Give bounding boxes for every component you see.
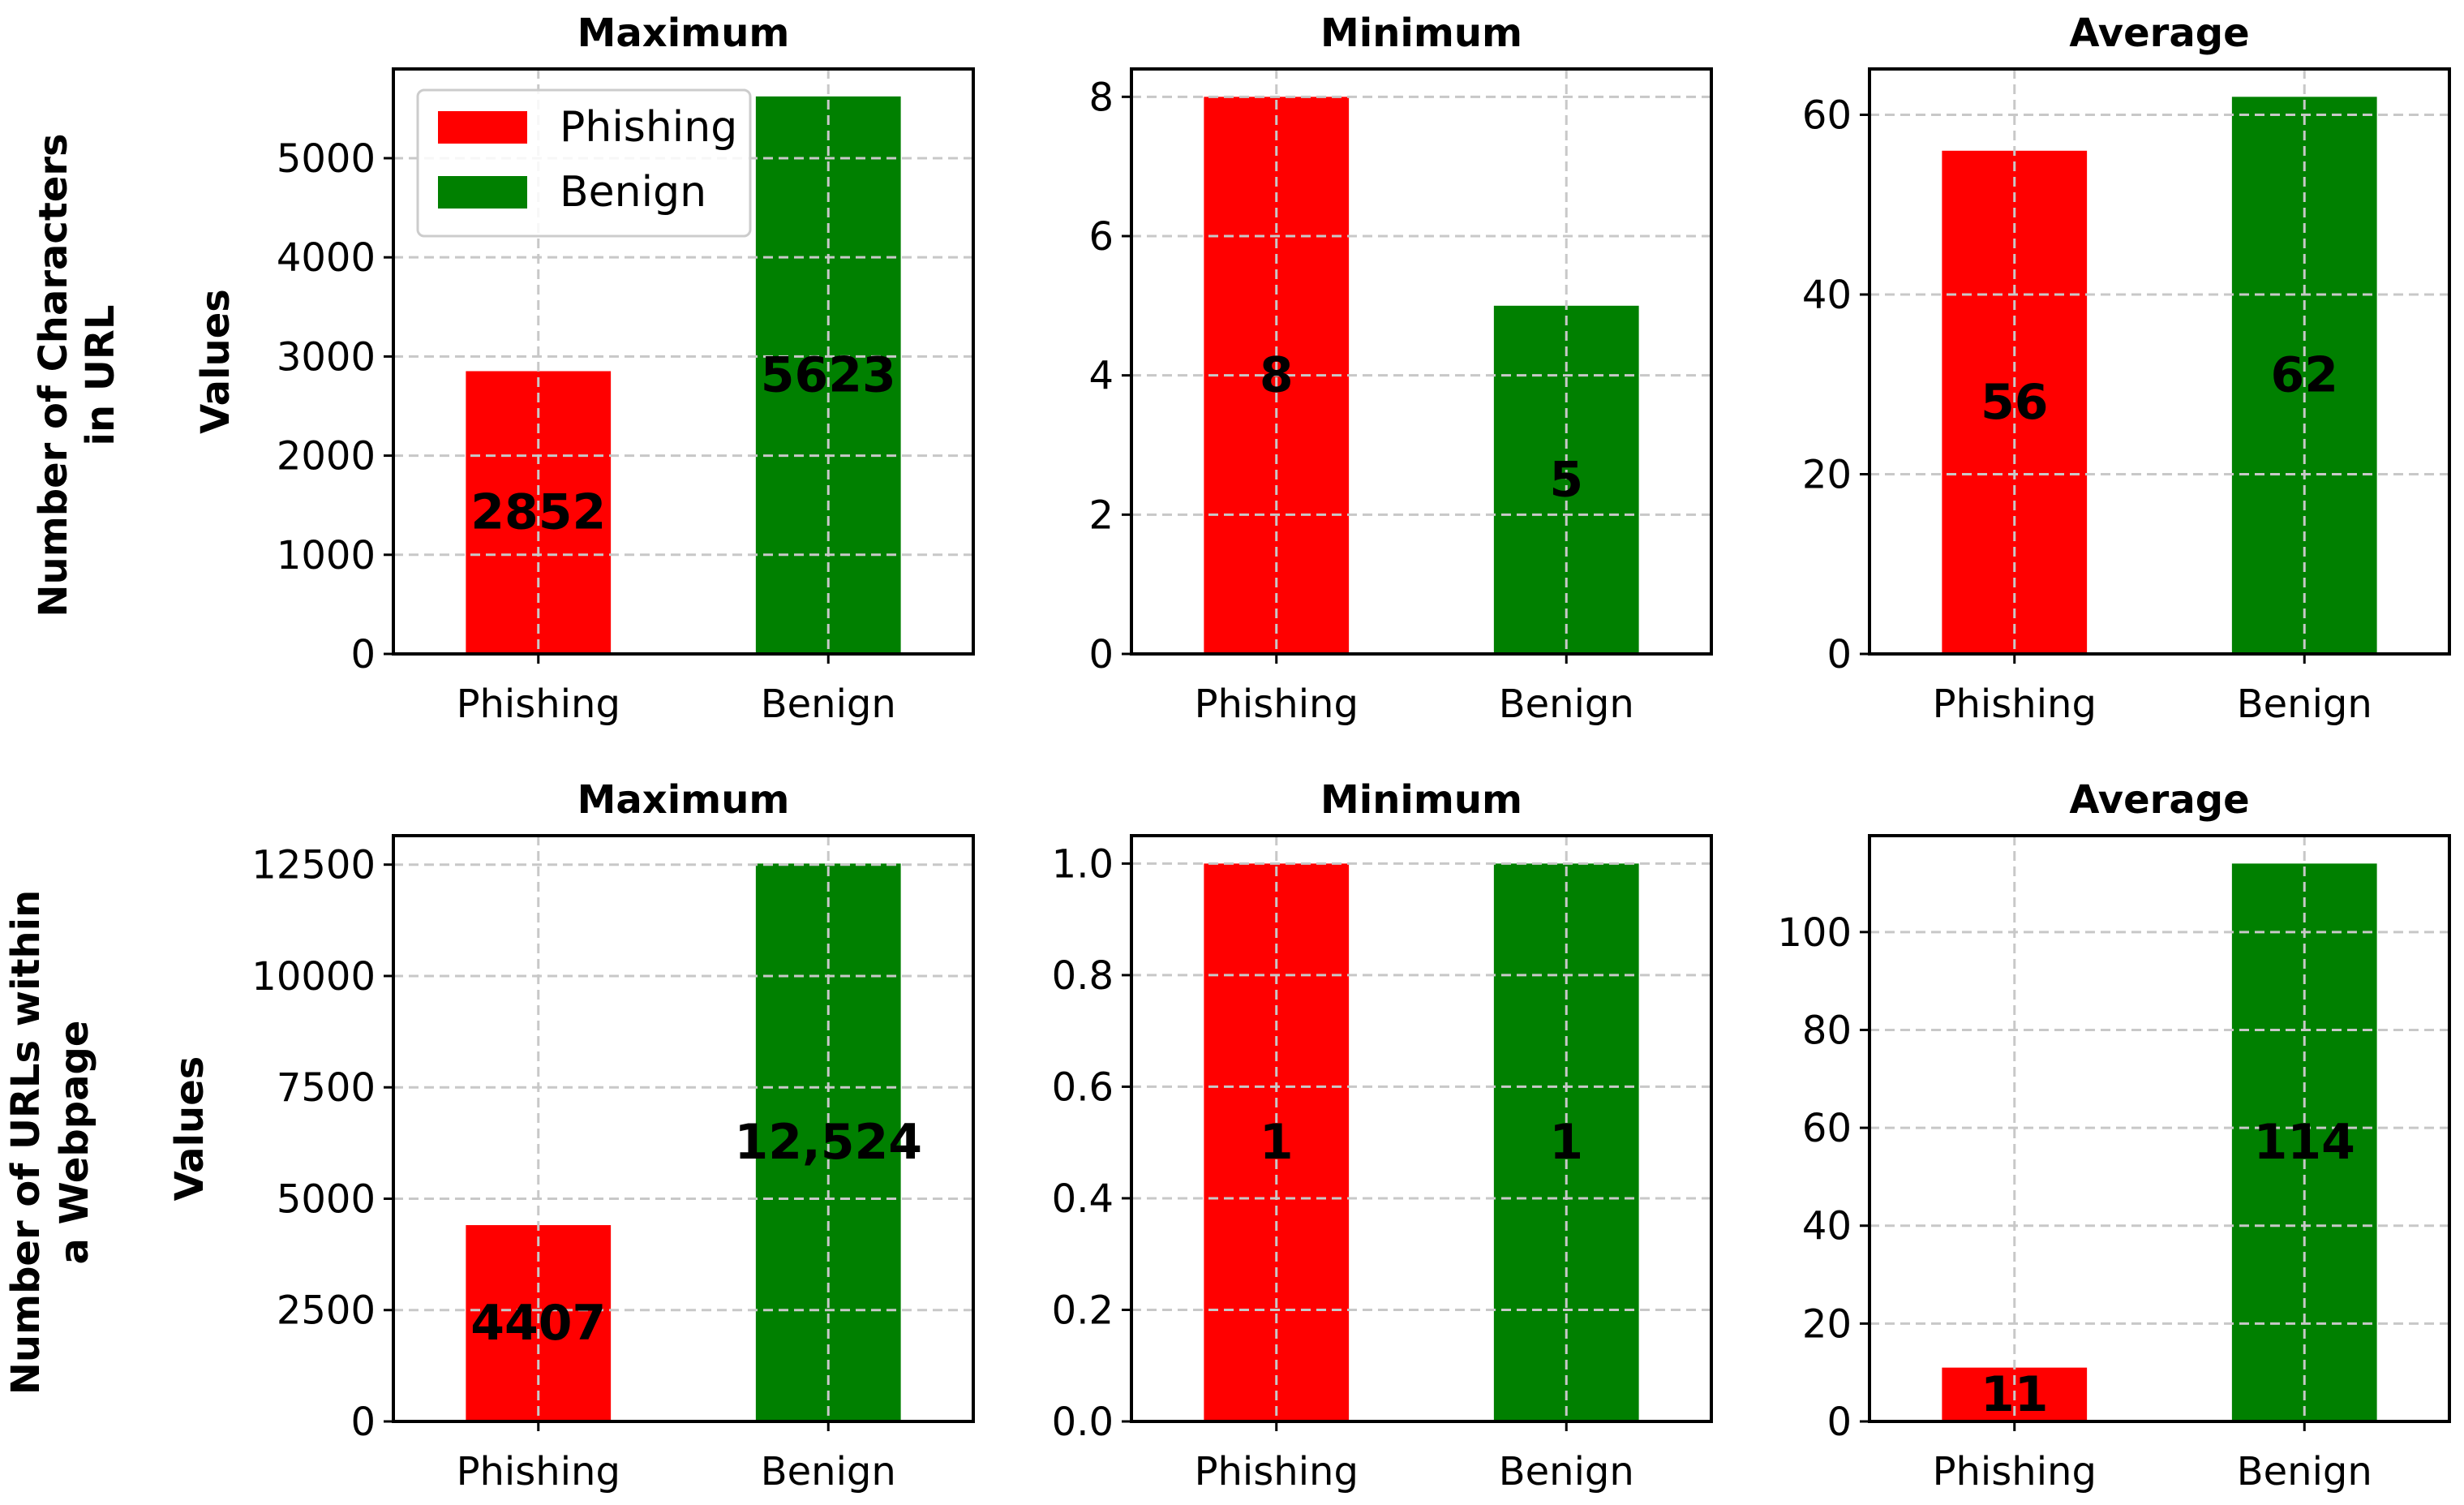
y-tick-label: 0 [1827,632,1852,677]
bar-value-label: 1 [1549,1114,1583,1171]
y-tick-label: 40 [1802,273,1852,318]
bar-value-label: 5623 [761,346,896,403]
x-tick-label: Phishing [1933,682,2097,727]
panel-title: Average [2069,11,2249,56]
x-tick-label: Benign [2237,682,2372,727]
y-tick-label: 1.0 [1052,841,1114,887]
bar-value-label: 56 [1981,374,2049,431]
row-label: in URL [78,305,123,446]
chart-panel: Average 56 62 0 20 40 60 Phishing Benign [1802,11,2451,727]
y-tick-label: 7500 [277,1065,376,1111]
y-tick-label: 12500 [251,843,376,888]
bar-value-label: 12,524 [734,1114,922,1171]
chart-panel: Average 11 114 0 20 40 60 80 100 Phishing Benign [1777,777,2451,1494]
panel-title: Minimum [1320,11,1522,56]
y-tick-label: 6 [1088,214,1114,260]
chart-panel: Maximum 2852 5623 0 1000 2000 3000 4000 5000 Phis… [193,11,975,727]
chart-panel: Minimum 1 1 0.0 0.2 0.4 0.6 0.8 1.0 Phishing Benig… [1052,777,1713,1494]
y-axis-label: Values [167,1056,212,1202]
row-label: a Webpage [52,1021,97,1265]
axes-frame [1868,67,2451,656]
axes-frame [1130,834,1713,1423]
y-tick-label: 2500 [277,1288,376,1334]
y-tick-label: 0 [350,1400,376,1445]
y-tick-label: 100 [1777,910,1852,956]
legend: Phishing Benign [416,88,752,238]
bar [1204,863,1350,1421]
y-tick-label: 8 [1088,75,1114,120]
y-tick-label: 4 [1088,354,1114,399]
legend-label: Benign [560,168,706,217]
y-tick-label: 0.8 [1052,953,1114,999]
y-tick-label: 3000 [277,334,376,380]
x-tick-label: Benign [761,1449,896,1494]
y-tick-label: 10000 [251,954,376,1000]
row-labels: Number of Characters in URL Number of URLs… [3,133,123,1395]
legend-swatch [438,111,527,144]
axes-frame [392,834,975,1423]
x-tick-label: Phishing [1195,1449,1359,1494]
bar-value-label: 62 [2271,347,2339,404]
bar-value-label: 4407 [470,1295,606,1352]
x-tick-label: Phishing [1195,682,1359,727]
bar [466,371,612,654]
bar [755,96,901,654]
y-tick-label: 0.4 [1052,1176,1114,1222]
legend-swatch [438,176,527,209]
panel-title: Maximum [577,11,790,56]
panel-title: Maximum [577,777,790,823]
chart-panels: Maximum28525623010002000300040005000Phis… [167,11,2451,1494]
y-tick-label: 60 [1802,1106,1852,1151]
y-tick-label: 0.0 [1052,1400,1114,1445]
bar [2231,863,2377,1421]
y-tick-label: 2 [1088,492,1114,538]
y-tick-label: 5000 [277,1176,376,1222]
y-tick-label: 1000 [277,533,376,578]
x-tick-label: Benign [1499,682,1634,727]
x-tick-label: Benign [2237,1449,2372,1494]
y-tick-label: 2000 [277,434,376,479]
row-label: Number of Characters [31,133,76,617]
bar [1493,863,1639,1421]
x-tick-label: Phishing [1933,1449,2097,1494]
bar-value-label: 114 [2254,1114,2355,1171]
y-tick-label: 20 [1802,452,1852,497]
x-tick-label: Benign [761,682,896,727]
bar [2231,97,2377,655]
bar-value-label: 2852 [470,484,606,541]
axes-frame [1130,67,1713,656]
y-tick-label: 5000 [277,136,376,182]
bar-value-label: 8 [1260,347,1294,404]
bar-value-label: 1 [1260,1114,1294,1171]
bar [755,863,901,1421]
axes-frame [392,67,975,656]
panel-title: Average [2069,777,2249,823]
bar-value-label: 11 [1981,1366,2049,1423]
bar-value-label: 5 [1549,451,1583,508]
y-tick-label: 40 [1802,1204,1852,1249]
x-tick-label: Benign [1499,1449,1634,1494]
y-tick-label: 60 [1802,92,1852,138]
y-tick-label: 0.2 [1052,1288,1114,1333]
y-tick-label: 4000 [277,235,376,281]
panel-title: Minimum [1320,777,1522,823]
y-axis-label: Values [193,289,238,434]
y-tick-label: 0 [1827,1400,1852,1445]
y-tick-label: 0.6 [1052,1064,1114,1110]
y-tick-label: 20 [1802,1301,1852,1347]
y-tick-label: 0 [1088,632,1114,677]
y-tick-label: 0 [350,632,376,677]
chart-panel: Minimum 8 5 0 2 4 6 8 Phishing Benign [1088,11,1713,727]
y-tick-label: 80 [1802,1008,1852,1053]
chart-panel: Maximum 4407 12,524 0 2500 5000 7500 10000 12500… [167,777,975,1494]
legend-label: Phishing [560,103,737,152]
x-tick-label: Phishing [457,1449,620,1494]
row-label: Number of URLs within [3,890,49,1395]
x-tick-label: Phishing [457,682,620,727]
